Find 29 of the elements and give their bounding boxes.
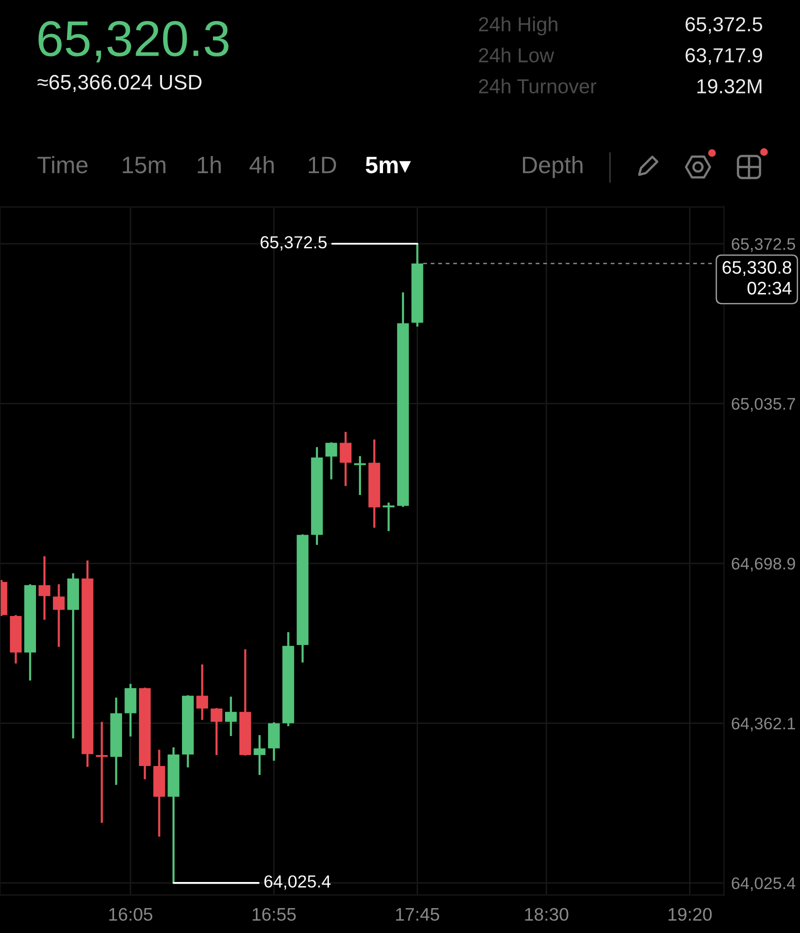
text: Time <box>38 156 88 174</box>
text: 15m <box>122 156 166 174</box>
text: 1D <box>308 156 336 174</box>
text: 63,717.9 <box>686 48 762 65</box>
y-tick-label: 64,362.1 <box>732 718 796 732</box>
text: 24h Low <box>479 48 554 62</box>
ref-line-label: 65,330.8 02:34 <box>722 261 792 295</box>
text: Depth <box>522 156 582 178</box>
text: 24h Turnover <box>479 78 596 94</box>
y-tick-label: 64,025.4 <box>732 877 796 892</box>
x-tick-label: 18:30 <box>525 908 568 921</box>
chart-title: 65,320.3 <box>38 21 228 62</box>
text: 4h <box>250 156 274 174</box>
candlestick <box>354 455 366 496</box>
text: 65,372.5 <box>686 17 762 34</box>
text: 1h <box>198 156 221 174</box>
y-tick-label: 65,035.7 <box>732 398 795 412</box>
text: 24h High <box>479 16 558 36</box>
x-tick-label: 17:45 <box>396 908 440 921</box>
annotation: 64,025.4 <box>264 875 331 890</box>
text: 5m▾ <box>366 156 411 174</box>
x-tick-label: 19:20 <box>668 908 712 921</box>
y-tick-label: 64,698.9 <box>732 558 796 572</box>
y-tick-label: 65,372.5 <box>732 238 796 252</box>
annotation: 65,372.5 <box>260 236 327 250</box>
x-tick-label: 16:05 <box>109 908 152 921</box>
x-tick-label: 16:55 <box>252 908 296 921</box>
text: 19.32M <box>697 79 762 94</box>
chart-subtitle: ≈65,366.024 USD <box>38 74 202 92</box>
